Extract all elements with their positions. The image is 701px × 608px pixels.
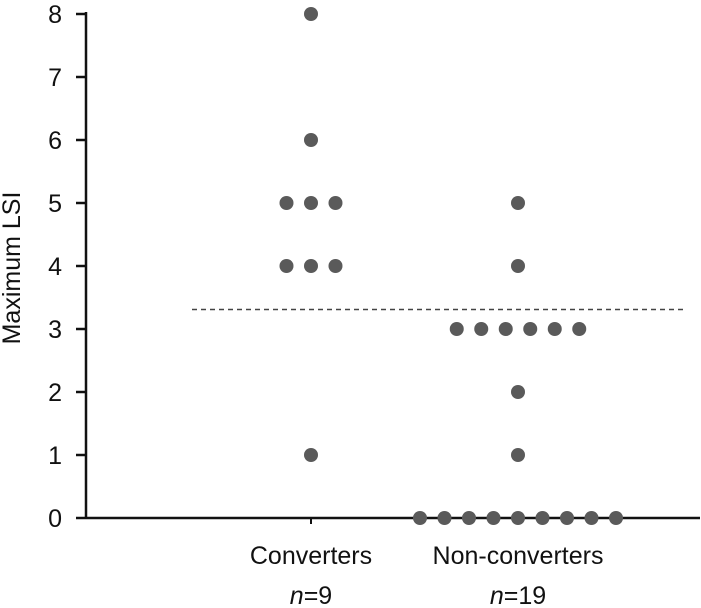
y-tick-label: 5 bbox=[48, 190, 62, 218]
data-point bbox=[498, 322, 513, 336]
y-tick-label: 6 bbox=[48, 127, 62, 155]
data-point bbox=[560, 511, 574, 525]
data-point bbox=[584, 511, 599, 525]
data-point bbox=[328, 196, 343, 210]
data-point bbox=[462, 511, 476, 525]
y-tick-label: 3 bbox=[48, 316, 62, 344]
data-point bbox=[413, 511, 427, 525]
y-tick-label: 1 bbox=[48, 442, 62, 470]
data-point bbox=[535, 511, 550, 525]
y-tick-label: 0 bbox=[48, 505, 62, 533]
data-point bbox=[474, 322, 489, 336]
data-point bbox=[572, 322, 587, 336]
category-label: Converters bbox=[250, 542, 372, 570]
data-point bbox=[523, 322, 538, 336]
data-point bbox=[609, 511, 623, 525]
data-point bbox=[511, 259, 525, 273]
data-point bbox=[547, 322, 562, 336]
data-point bbox=[304, 448, 318, 462]
data-point bbox=[511, 511, 525, 525]
data-point bbox=[486, 511, 501, 525]
category-label: Non-converters bbox=[433, 542, 604, 570]
data-point bbox=[437, 511, 452, 525]
data-point bbox=[279, 259, 294, 273]
data-points bbox=[279, 7, 623, 525]
data-point bbox=[328, 259, 343, 273]
y-tick-label: 8 bbox=[48, 1, 62, 29]
data-point bbox=[449, 322, 464, 336]
sample-size-label: n=19 bbox=[490, 582, 546, 608]
data-point bbox=[304, 259, 318, 273]
data-point bbox=[511, 196, 525, 210]
y-axis-ticks bbox=[76, 12, 86, 520]
data-point bbox=[511, 448, 525, 462]
y-tick-label: 4 bbox=[48, 253, 62, 281]
sample-size-value: =9 bbox=[304, 582, 333, 608]
y-tick-label: 2 bbox=[48, 379, 62, 407]
y-axis-tick-labels: 0 1 2 3 4 5 6 7 8 bbox=[48, 1, 62, 533]
sample-size-symbol: n bbox=[290, 582, 304, 608]
data-point bbox=[304, 196, 318, 210]
data-point bbox=[304, 7, 318, 21]
data-point bbox=[511, 385, 525, 399]
y-tick-label: 7 bbox=[48, 64, 62, 92]
sample-size-label: n=9 bbox=[290, 582, 332, 608]
data-point bbox=[304, 133, 318, 147]
data-point bbox=[279, 196, 294, 210]
y-axis-title: Maximum LSI bbox=[0, 192, 26, 345]
sample-size-value: =19 bbox=[504, 582, 546, 608]
sample-size-symbol: n bbox=[490, 582, 504, 608]
